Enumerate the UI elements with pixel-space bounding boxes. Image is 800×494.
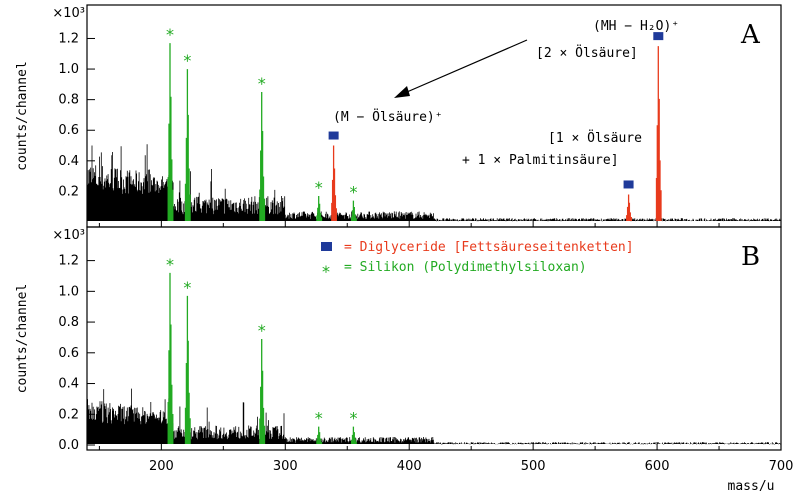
x-tick-label: 300 [273, 459, 298, 474]
spectrum-peak [184, 69, 191, 221]
y-tick-label: 0.2 [58, 184, 79, 199]
y-tick-label: 1.0 [58, 62, 79, 77]
spectrum-peak [167, 272, 174, 444]
annotation-arrowhead [394, 86, 410, 98]
spectrum-peak [626, 194, 632, 221]
spectrum-peak [259, 339, 266, 444]
peak-annotation: + 1 × Palmitinsäure] [462, 153, 619, 168]
x-axis-label: mass/u [728, 479, 775, 494]
y-axis-label: counts/channel [15, 61, 30, 171]
y-tick-label: 0.2 [58, 407, 79, 422]
y-multiplier: ×10³ [52, 6, 85, 21]
silicon-star-marker: * [258, 74, 266, 93]
y-tick-label: 0.6 [58, 346, 79, 361]
spectrum-peak [655, 46, 662, 221]
silicon-star-marker: * [349, 409, 357, 428]
legend-entry: = Silikon (Polydimethylsiloxan) [344, 260, 587, 275]
spectrum-peak [350, 426, 357, 444]
glyceride-square-marker [623, 180, 634, 189]
silicon-star-marker: * [315, 178, 323, 197]
spectrum-peak [350, 200, 357, 221]
silicon-star-marker: * [258, 321, 266, 340]
y-tick-label: 0.4 [58, 154, 79, 169]
glyceride-square-marker [653, 32, 664, 41]
x-tick-label: 500 [521, 459, 546, 474]
plot-frame [86, 226, 782, 451]
silicon-star-marker: * [183, 278, 191, 297]
legend-star-symbol: * [322, 262, 330, 281]
silicon-star-marker: * [183, 51, 191, 70]
y-axis-label: counts/channel [15, 284, 30, 394]
y-tick-label: 0.8 [58, 93, 79, 108]
x-tick-label: 200 [149, 459, 174, 474]
y-tick-label: 0.0 [58, 438, 79, 453]
y-tick-label: 0.4 [58, 377, 79, 392]
spectrum-peak [167, 43, 174, 221]
y-tick-label: 1.2 [58, 31, 79, 46]
y-tick-label: 0.6 [58, 123, 79, 138]
panel-b: 0.0 0.2 0.4 0.6 0.8 1.0 1.2 ×10³ counts/channel *… [15, 226, 794, 494]
spectrum-peak [316, 196, 323, 221]
silicon-star-marker: * [166, 25, 174, 44]
x-tick-label: 600 [645, 459, 670, 474]
silicon-star-marker: * [166, 255, 174, 274]
silicon-star-marker: * [349, 183, 357, 202]
silicon-star-marker: * [315, 409, 323, 428]
spectrum-baseline-trace [86, 144, 782, 222]
peak-annotation: [1 × Ölsäure [548, 129, 642, 146]
peak-annotation: [2 × Ölsäure] [536, 44, 638, 61]
y-tick-label: 0.8 [58, 315, 79, 330]
spectrum-peak [259, 92, 266, 221]
panel-letter: B [741, 242, 760, 272]
y-tick-label: 1.2 [58, 254, 79, 269]
spectrum-peak [184, 295, 191, 444]
x-tick-label: 700 [769, 459, 794, 474]
spectrum-peak [331, 145, 337, 221]
y-tick-label: 1.0 [58, 284, 79, 299]
glyceride-square-marker [328, 131, 339, 140]
legend-entry: = Diglyceride [Fettsäureseitenketten] [344, 240, 634, 255]
annotation-arrow [399, 39, 528, 96]
spectrum-peak [316, 426, 323, 444]
x-tick-label: 400 [397, 459, 422, 474]
peak-annotation: (MH − H₂O)⁺ [593, 19, 679, 34]
y-multiplier: ×10³ [52, 228, 85, 243]
spectrum-baseline-trace [86, 388, 782, 445]
peak-annotation: (M − Ölsäure)⁺ [333, 108, 443, 125]
panel-letter: A [740, 20, 761, 50]
panel-a: 0.2 0.4 0.6 0.8 1.0 1.2 ×10³ counts/channel * * * *… [15, 4, 782, 228]
legend-square-symbol [321, 242, 332, 251]
